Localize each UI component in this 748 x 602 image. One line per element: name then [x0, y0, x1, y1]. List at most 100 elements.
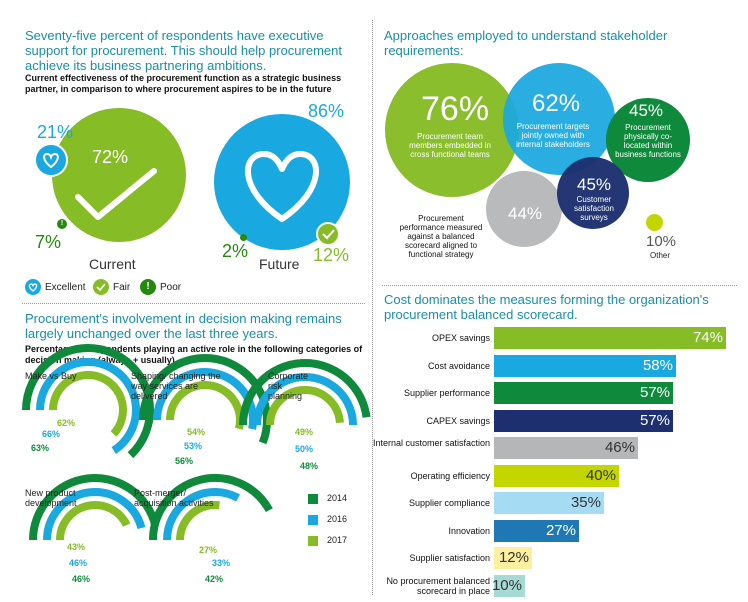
legend-2016-label: 2016 [327, 514, 348, 524]
bar: 74% [494, 327, 726, 349]
category-label: Post-merger/ acquisition activities [134, 488, 214, 508]
section2-heading: Procurement's involvement in decision ma… [25, 311, 342, 341]
legend-swatch-2014 [308, 494, 318, 504]
bar: 46% [494, 437, 638, 459]
current-fair-circle [52, 108, 186, 242]
bar-category-label: Operating efficiency [410, 470, 490, 481]
bubble-62 [503, 63, 615, 175]
bubble-44 [486, 171, 562, 247]
current-poor-value: 7% [35, 232, 62, 252]
bar-category-label: Internal customer satisfaction [372, 438, 490, 448]
bar: 57% [494, 382, 673, 404]
decision-arcs [22, 344, 371, 541]
bar-category-label: Innovation [448, 525, 490, 536]
bar-value-label: 40% [585, 466, 616, 484]
current-label: Current [89, 256, 136, 272]
bar-value-label: 57% [639, 411, 670, 429]
section1-subheading: Current effectiveness of the procurement… [25, 73, 342, 94]
bar: 58% [494, 354, 676, 377]
divider [22, 303, 365, 304]
bar: 35% [494, 492, 604, 514]
current-poor-dot: ! [57, 219, 67, 229]
decision-arc-v2017 [49, 371, 127, 437]
bar-value-label: 35% [570, 494, 601, 511]
shaping-2014-value: 56% [175, 456, 194, 466]
bubble-76-value: 76% [421, 90, 490, 128]
bubble-76-text: Procurement team members embedded in cro… [409, 132, 491, 159]
bar: 40% [494, 464, 619, 487]
legend-swatch-2017 [308, 536, 318, 546]
bubble-44-text: Procurement performance measured against… [399, 214, 483, 259]
bubble-45-colocated-text: Procurement physically co-located within… [615, 123, 681, 159]
future-label: Future [259, 256, 300, 272]
decision-arc-v2016 [163, 488, 241, 541]
bubble-10-text: Other [650, 251, 671, 260]
heart-icon [43, 152, 59, 169]
bar-value-label: 10% [491, 576, 522, 594]
category-label: Make vs Buy [25, 371, 77, 381]
legend-excellent-label: Excellent [45, 281, 86, 293]
legend-excellent: Excellent [25, 279, 86, 295]
check-icon [75, 168, 157, 220]
heart-icon [244, 151, 320, 222]
future-excellent-value: 86% [308, 101, 345, 121]
risk-2017-value: 49% [295, 427, 314, 437]
current-excellent-value: 21% [37, 122, 74, 142]
bar-value-label: 74% [692, 329, 723, 346]
legend-swatch-2016 [308, 515, 318, 525]
future-fair-circle [316, 222, 340, 246]
decision-arc-v2017 [166, 381, 244, 430]
post-merger-2014-value: 42% [205, 574, 224, 584]
decision-arc-v2014 [239, 359, 371, 426]
new-product-2014-value: 46% [72, 574, 91, 584]
future-poor-value: 2% [222, 241, 249, 261]
bubble-44-value: 44% [508, 204, 543, 223]
legend-fair: Fair [93, 279, 130, 295]
bubble-76 [385, 63, 519, 197]
bubble-45-surveys-text: Customer satisfaction surveys [573, 195, 615, 222]
category-label: Corporate risk planning [268, 371, 309, 401]
bar: 27% [494, 519, 579, 542]
bar-category-label: Supplier performance [403, 388, 490, 398]
bar-value-label: 12% [498, 549, 529, 566]
bar-category-label: Supplier satisfaction [409, 553, 490, 563]
decision-arc-v2016 [36, 358, 140, 454]
section1-heading: Seventy-five percent of respondents have… [25, 28, 342, 73]
bar-value-label: 57% [639, 384, 670, 401]
decision-arc-v2017 [266, 386, 344, 426]
divider [372, 20, 373, 595]
shaping-2016-value: 53% [184, 441, 203, 451]
decision-arc-v2014 [139, 354, 271, 445]
decision-arc-v2017 [56, 501, 131, 541]
bubble-10 [646, 214, 663, 231]
bubble-62-value: 62% [532, 90, 581, 117]
divider [382, 285, 737, 286]
post-merger-2017-value: 27% [199, 545, 218, 555]
new-product-2016-value: 46% [69, 558, 88, 568]
shaping-2017-value: 54% [187, 427, 206, 437]
exclamation-icon: ! [140, 279, 156, 295]
bar-category-label: CAPEX savings [426, 415, 490, 426]
decision-arc-v2014 [29, 474, 159, 541]
post-merger-2016-value: 33% [212, 558, 231, 568]
legend-fair-label: Fair [113, 281, 131, 293]
new-product-2017-value: 43% [67, 542, 86, 552]
risk-2016-value: 50% [295, 444, 314, 454]
bar-value-label: 46% [604, 439, 635, 456]
category-label: New product development [25, 488, 77, 508]
bar-category-label: OPEX savings [431, 333, 490, 343]
heart-icon [25, 279, 41, 295]
section3-heading: Approaches employed to understand stakeh… [384, 28, 668, 58]
bar-category-label: Supplier compliance [408, 498, 490, 508]
bar: 57% [494, 409, 673, 432]
bar: 12% [494, 547, 532, 569]
future-fair-value: 12% [313, 245, 350, 265]
bubble-62-text: Procurement targets jointly owned with i… [516, 122, 590, 149]
bubble-45-colocated-value: 45% [629, 101, 664, 120]
future-poor-dot [240, 234, 247, 241]
legend-2017-label: 2017 [327, 535, 348, 545]
decision-arc-v2016 [253, 373, 357, 426]
bar-category-label: No procurement balanced scorecard in pla… [386, 575, 490, 596]
legend-poor: ! Poor [140, 279, 181, 295]
bar-value-label: 58% [642, 356, 673, 374]
